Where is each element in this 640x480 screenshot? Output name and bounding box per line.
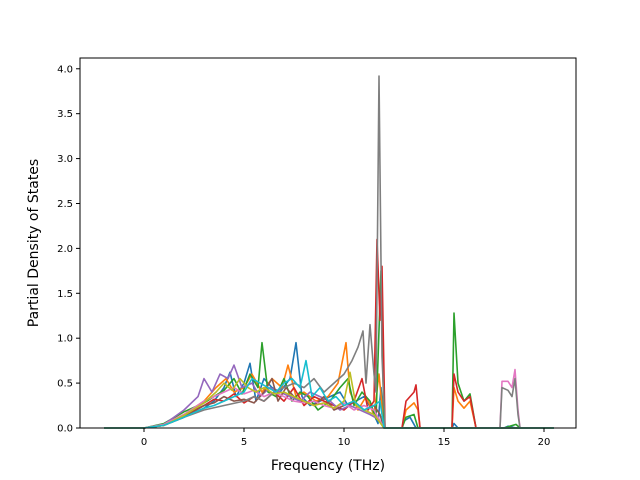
x-tick-label: 0 xyxy=(141,437,147,448)
x-tick-label: 10 xyxy=(338,437,351,448)
x-tick-label: 5 xyxy=(241,437,247,448)
x-axis-label: Frequency (THz) xyxy=(271,458,385,474)
y-tick-label: 2.0 xyxy=(57,244,73,255)
series-lines xyxy=(104,75,554,429)
series-line-8 xyxy=(104,75,554,429)
x-tick-label: 15 xyxy=(438,437,451,448)
y-tick-label: 2.5 xyxy=(57,199,73,210)
y-tick-label: 4.0 xyxy=(57,64,73,75)
x-axis-ticks: 0 5 10 15 20 xyxy=(141,428,551,448)
y-tick-label: 3.0 xyxy=(57,154,73,165)
y-axis-label: Partial Density of States xyxy=(26,159,42,327)
series-line-7 xyxy=(104,368,554,429)
y-tick-label: 0.0 xyxy=(57,424,73,435)
y-tick-label: 3.5 xyxy=(57,109,73,120)
y-tick-label: 0.5 xyxy=(57,379,73,390)
series-line-10 xyxy=(104,359,554,429)
y-tick-label: 1.5 xyxy=(57,289,73,300)
y-tick-label: 1.0 xyxy=(57,334,73,345)
y-axis-ticks: 0.0 0.5 1.0 1.5 2.0 2.5 3.0 3.5 4.0 xyxy=(57,64,80,435)
x-tick-label: 20 xyxy=(538,437,551,448)
series-line-9 xyxy=(104,371,554,429)
axes-frame xyxy=(79,57,577,429)
